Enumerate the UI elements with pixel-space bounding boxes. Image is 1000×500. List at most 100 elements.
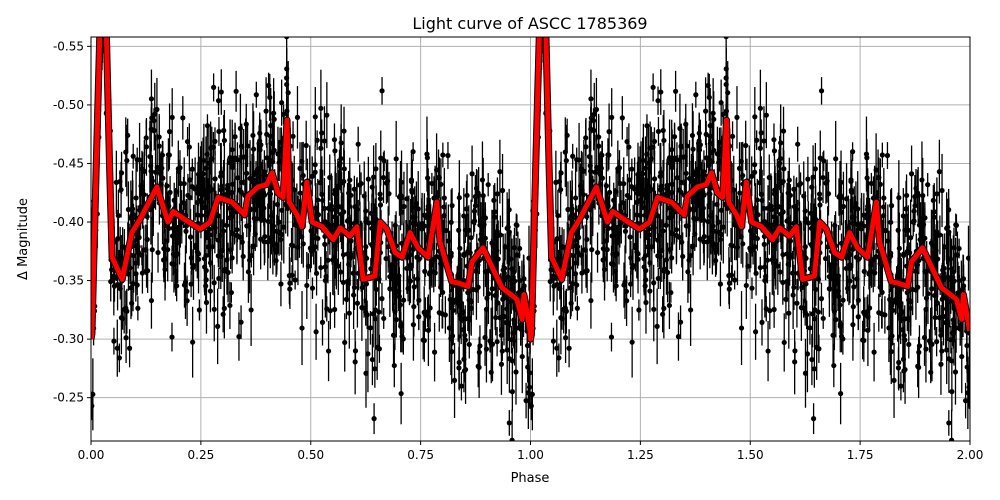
x-tick-label: 1.50 <box>737 448 764 462</box>
data-point <box>594 249 601 256</box>
data-point <box>103 7 108 12</box>
data-point <box>729 133 736 139</box>
data-point <box>939 348 945 354</box>
data-point <box>635 256 641 262</box>
data-point <box>619 115 625 121</box>
data-point <box>930 197 936 203</box>
data-point <box>644 123 650 129</box>
data-point <box>425 211 431 218</box>
data-point <box>322 277 328 284</box>
data-point <box>287 280 293 286</box>
data-point <box>165 246 171 253</box>
data-point <box>451 377 458 384</box>
data-point <box>398 390 404 397</box>
data-point <box>456 195 462 201</box>
data-point <box>593 106 600 113</box>
data-point <box>181 181 187 187</box>
data-point <box>953 252 959 258</box>
data-point <box>119 316 126 322</box>
data-point <box>890 307 896 314</box>
data-point <box>790 292 796 298</box>
data-point <box>651 280 657 286</box>
data-point <box>227 215 233 221</box>
data-point <box>903 206 909 212</box>
data-point <box>207 288 214 294</box>
data-point <box>98 4 103 9</box>
data-point <box>723 37 729 40</box>
data-point <box>379 296 385 302</box>
data-point <box>629 265 635 271</box>
data-point <box>280 111 287 118</box>
data-point <box>572 195 579 201</box>
data-point <box>934 339 940 345</box>
data-point <box>407 278 414 284</box>
data-point <box>663 257 670 263</box>
data-point <box>832 261 838 267</box>
data-point <box>228 289 234 296</box>
data-point <box>581 168 587 174</box>
data-point <box>135 305 141 311</box>
data-point <box>332 306 338 313</box>
data-point <box>603 183 609 189</box>
data-point <box>463 206 470 212</box>
data-point <box>793 206 799 212</box>
data-point <box>436 175 442 181</box>
data-point <box>370 311 376 317</box>
model-curve <box>91 37 970 343</box>
data-point <box>143 135 149 141</box>
data-point <box>196 307 202 313</box>
data-point <box>322 241 328 247</box>
data-point <box>689 132 696 139</box>
data-point <box>169 334 175 340</box>
data-point <box>372 366 378 372</box>
data-point <box>574 305 580 311</box>
data-point <box>802 208 808 214</box>
data-point <box>731 187 737 193</box>
data-point <box>457 245 463 251</box>
data-point <box>277 139 283 145</box>
data-point <box>483 306 490 312</box>
data-point <box>683 170 689 176</box>
data-point <box>657 173 663 179</box>
data-point <box>651 306 657 312</box>
data-point <box>473 185 480 191</box>
data-point <box>495 300 501 306</box>
data-point <box>697 142 703 148</box>
data-point <box>257 147 263 153</box>
data-point <box>666 302 673 309</box>
data-point <box>251 178 257 184</box>
data-point <box>627 234 633 240</box>
data-point <box>189 166 195 172</box>
data-point <box>124 158 130 164</box>
data-point <box>244 170 250 176</box>
data-point <box>923 306 929 312</box>
data-point <box>111 338 117 344</box>
data-point <box>690 178 696 184</box>
data-point <box>123 335 129 341</box>
data-point <box>949 437 955 441</box>
data-point <box>381 158 387 164</box>
data-point <box>860 337 866 343</box>
data-point <box>655 98 661 104</box>
data-point <box>480 238 487 244</box>
data-point <box>554 345 560 351</box>
data-point <box>888 349 894 355</box>
data-point <box>673 232 680 239</box>
data-point <box>262 172 268 178</box>
data-point <box>951 320 957 327</box>
data-point <box>678 143 684 149</box>
data-point <box>422 268 428 274</box>
data-point <box>703 108 709 114</box>
data-point <box>428 262 434 268</box>
data-point <box>509 437 515 441</box>
x-tick-label: 1.25 <box>627 448 654 462</box>
data-point <box>409 214 416 220</box>
data-point <box>504 306 510 312</box>
data-point <box>340 252 347 258</box>
data-point <box>358 180 364 187</box>
data-point <box>587 207 593 213</box>
data-point <box>813 286 819 293</box>
data-point <box>743 282 749 289</box>
y-tick-label: -0.35 <box>53 274 84 288</box>
data-point <box>134 246 141 252</box>
